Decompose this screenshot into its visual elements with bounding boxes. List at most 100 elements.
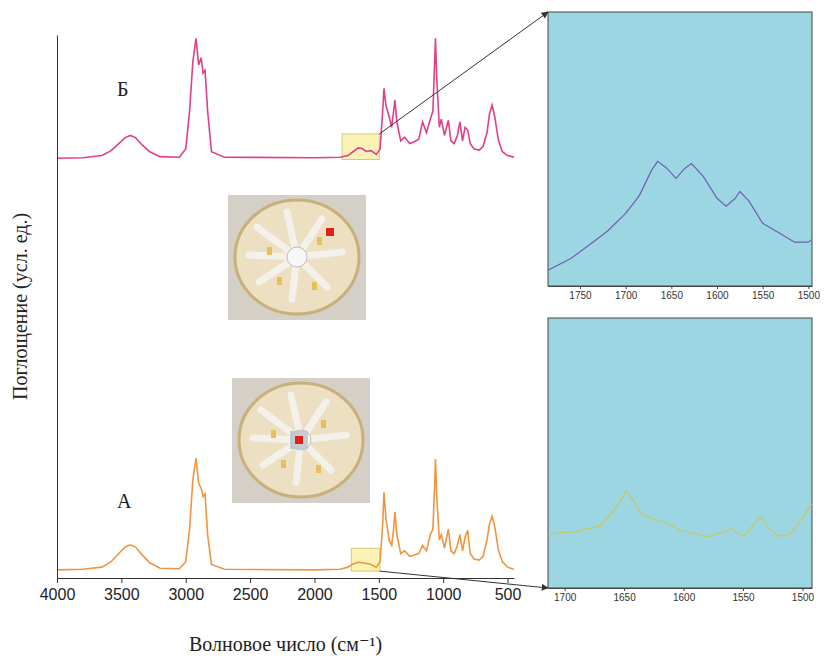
- main-chart: 4000 3500 3000 2500 2000 1500 1000 500: [40, 36, 522, 604]
- tick: 1600: [673, 588, 696, 603]
- figure: 4000 3500 3000 2500 2000 1500 1000 500 Волновое …: [0, 0, 834, 667]
- tick-mark: [443, 578, 444, 583]
- inset-chart: 1750 1700 1650 1600 1550 1500: [548, 12, 820, 301]
- photo-marker-frame: [290, 431, 308, 449]
- photo-detail: [271, 430, 276, 438]
- tick-label: 4000: [40, 586, 76, 603]
- photo-detail: [277, 277, 282, 285]
- photo-background: [228, 195, 366, 320]
- tick-mark: [121, 578, 122, 583]
- tick: 3500: [104, 578, 140, 603]
- photo-detail: [267, 247, 272, 255]
- tick-mark: [743, 588, 744, 591]
- tick-label: 1500: [792, 592, 815, 603]
- axis-line: [57, 36, 58, 579]
- tick-mark: [508, 578, 509, 583]
- inset-lines: [548, 491, 812, 537]
- photo-background: [232, 378, 370, 503]
- tick-label: 500: [495, 586, 522, 603]
- photo-detail: [316, 465, 321, 473]
- sample-photo: [228, 195, 366, 320]
- series-label: А: [117, 490, 132, 512]
- tick-label: 1650: [661, 290, 684, 301]
- plot-lines: [57, 38, 514, 570]
- inset-lines: [548, 161, 812, 270]
- tick: 1000: [426, 578, 462, 603]
- tick: 4000: [40, 578, 76, 603]
- connector-arrow: [379, 12, 548, 134]
- photo-marker: [295, 436, 303, 444]
- photo-detail: [291, 430, 311, 450]
- tick-mark: [379, 578, 380, 583]
- tick-mark: [624, 588, 625, 591]
- photo-marker: [326, 228, 334, 236]
- tick-label: 1550: [752, 290, 775, 301]
- tick-label: 1750: [569, 290, 592, 301]
- axis-line: [549, 286, 813, 287]
- tick-label: 3500: [104, 586, 140, 603]
- tick: 1650: [613, 588, 636, 603]
- tick-label: 3000: [168, 586, 204, 603]
- tick: 1550: [732, 588, 755, 603]
- tick-label: 1550: [732, 592, 755, 603]
- tick-mark: [684, 588, 685, 591]
- connector-arrow: [380, 571, 548, 588]
- y-axis: [57, 36, 58, 579]
- tick-label: 1500: [362, 586, 398, 603]
- sample-photo: [232, 378, 370, 503]
- y-axis-title: Поглощение (усл. ед.): [9, 213, 32, 400]
- tick-mark: [57, 578, 58, 583]
- tick-label: 1650: [613, 592, 636, 603]
- tick-label: 1000: [426, 586, 462, 603]
- x-axis: 4000 3500 3000 2500 2000 1500 1000 500: [40, 578, 522, 603]
- tick: 1550: [752, 286, 775, 301]
- x-axis-title: Волновое число (см⁻¹): [189, 633, 382, 656]
- x-axis: 1750 1700 1650 1600 1550 1500: [549, 286, 821, 301]
- tick: 1500: [362, 578, 398, 603]
- highlight-box: [351, 548, 380, 571]
- photo-sample: [235, 200, 359, 314]
- spectrum-line: [548, 491, 812, 537]
- photo-sample: [239, 383, 363, 497]
- tick-label: 1500: [798, 290, 821, 301]
- tick-label: 1600: [706, 290, 729, 301]
- tick-mark: [802, 588, 803, 591]
- tick: 2500: [233, 578, 269, 603]
- series-label: Б: [117, 78, 128, 100]
- spectrum-line: [57, 38, 514, 158]
- tick: 3000: [168, 578, 204, 603]
- tick-label: 2000: [297, 586, 333, 603]
- photo-detail: [321, 420, 326, 428]
- tick-label: 1600: [673, 592, 696, 603]
- tick: 1600: [706, 286, 729, 301]
- tick-mark: [314, 578, 315, 583]
- spectrum-line: [548, 161, 812, 270]
- photo-detail: [317, 237, 322, 245]
- x-axis: 1700 1650 1600 1550 1500: [549, 588, 815, 603]
- photo-detail: [281, 460, 286, 468]
- tick: 1500: [798, 286, 821, 301]
- tick-label: 1700: [615, 290, 638, 301]
- tick: 1700: [615, 286, 638, 301]
- tick: 2000: [297, 578, 333, 603]
- inset-chart: 1700 1650 1600 1550 1500: [548, 318, 815, 603]
- axis-line: [549, 588, 813, 589]
- tick-mark: [717, 286, 718, 289]
- tick-label: 2500: [233, 586, 269, 603]
- tick: 1500: [792, 588, 815, 603]
- tick: 1750: [569, 286, 592, 301]
- tick-mark: [580, 286, 581, 289]
- tick-mark: [626, 286, 627, 289]
- tick: 1700: [554, 588, 577, 603]
- tick-mark: [565, 588, 566, 591]
- inset-background: [548, 318, 812, 588]
- photo-detail: [312, 282, 317, 290]
- photo-detail: [287, 247, 307, 267]
- tick-mark: [763, 286, 764, 289]
- tick-mark: [671, 286, 672, 289]
- inset-background: [548, 12, 812, 286]
- tick-label: 1700: [554, 592, 577, 603]
- tick-mark: [808, 286, 809, 289]
- tick-mark: [250, 578, 251, 583]
- tick: 500: [495, 578, 522, 603]
